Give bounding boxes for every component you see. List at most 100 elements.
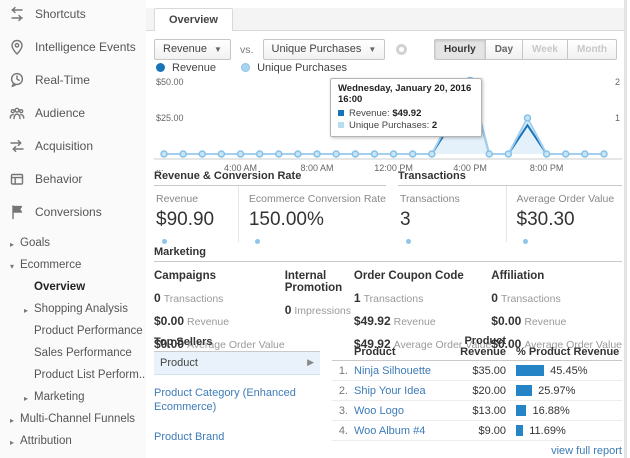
- chevron-right-icon: ▸: [10, 240, 15, 249]
- top-sellers-product-brand-link[interactable]: Product Brand: [154, 431, 225, 443]
- svg-text:8:00 AM: 8:00 AM: [301, 163, 334, 173]
- vs-label: vs.: [240, 43, 254, 56]
- top-sellers-section: Top Sellers Product ▶ Product Category (…: [154, 336, 622, 457]
- product-link[interactable]: Ninja Silhouette: [354, 364, 432, 377]
- sparkline-dot-icon: [406, 239, 411, 244]
- granularity-week-button[interactable]: Week: [522, 39, 568, 60]
- dropdown-caret-icon: ▼: [368, 45, 377, 54]
- top-sellers-product-category-link[interactable]: Product Category (Enhanced Ecommerce): [154, 387, 296, 413]
- sidebar-item-shortcuts[interactable]: Shortcuts: [0, 6, 146, 22]
- legend-item-revenue[interactable]: Revenue: [156, 62, 216, 74]
- timeseries-chart[interactable]: $50.00 $25.00 2 1 4:00 AM 8:00 AM 12:00 PM 4:00…: [154, 76, 622, 176]
- sidebar-item-marketing[interactable]: ▸ Marketing: [24, 391, 85, 403]
- intelligence-events-icon: [9, 39, 25, 55]
- report-content: Overview Revenue ▼ vs. Unique Purchases ▼ …: [146, 0, 627, 458]
- sidebar-item-behavior[interactable]: Behavior: [0, 171, 146, 187]
- sidebar-item-conversions[interactable]: Conversions: [0, 204, 146, 220]
- marketing-col-internal-promotion: Internal Promotion 0 Impressions: [284, 270, 351, 317]
- section-title: Top Sellers: [154, 336, 320, 352]
- section-title: Transactions: [398, 170, 622, 186]
- table-row: 3. Woo Logo $13.00 16.88%: [332, 401, 622, 421]
- metric-value: 3: [400, 209, 411, 230]
- sidebar-item-product-performance[interactable]: Product Performance: [34, 325, 143, 337]
- chevron-right-icon: ▸: [10, 438, 15, 447]
- tooltip-row-unique-purchases: Unique Purchases: 2: [338, 120, 474, 131]
- chevron-right-icon: ▸: [10, 416, 15, 425]
- revenue-marker-icon: [338, 110, 344, 116]
- top-sellers-panel: Top Sellers Product ▶ Product Category (…: [154, 336, 320, 457]
- tab-overview[interactable]: Overview: [154, 8, 233, 31]
- dropdown-caret-icon: ▼: [214, 45, 222, 54]
- revenue-bar: [516, 365, 545, 376]
- transactions-group: Transactions Transactions 3 Average Orde…: [398, 170, 623, 244]
- sidebar-item-audience[interactable]: Audience: [0, 105, 146, 121]
- svg-text:$25.00: $25.00: [156, 113, 184, 123]
- metric-value: $90.90: [156, 209, 215, 230]
- metric-value: 150.00%: [248, 209, 324, 230]
- sparkline-dot-icon: [162, 239, 167, 244]
- col-header-product: Product: [354, 346, 396, 358]
- sidebar-item-acquisition[interactable]: Acquisition: [0, 138, 146, 154]
- product-table: Product Product Revenue % Product Revenu…: [332, 336, 622, 457]
- sidebar-item-ecommerce[interactable]: ▾ Ecommerce: [10, 259, 82, 271]
- chevron-right-icon: ▸: [24, 306, 29, 315]
- revenue-bar: [516, 385, 533, 396]
- table-row: 1. Ninja Silhouette $35.00 45.45%: [332, 361, 622, 381]
- sidebar-item-shopping-analysis[interactable]: ▸ Shopping Analysis: [24, 303, 128, 315]
- chevron-right-icon: ▶: [307, 357, 314, 367]
- product-link[interactable]: Ship Your Idea: [354, 384, 426, 397]
- top-sellers-product-item[interactable]: Product ▶: [154, 352, 320, 375]
- metric-card-revenue: Revenue $90.90: [154, 186, 238, 244]
- sidebar-item-real-time[interactable]: Real-Time: [0, 72, 146, 88]
- chart-controls: Revenue ▼ vs. Unique Purchases ▼ Hourly Day…: [154, 39, 617, 61]
- col-header-pct-product-revenue: % Product Revenue: [516, 346, 620, 358]
- granularity-month-button[interactable]: Month: [567, 39, 617, 60]
- product-link[interactable]: Woo Album #4: [354, 424, 426, 437]
- revenue-bar: [516, 425, 524, 436]
- marketing-col-campaigns: Campaigns 0 Transactions $0.00 Revenue $0.…: [154, 270, 285, 351]
- svg-text:...: ...: [156, 163, 164, 173]
- sidebar-item-multi-channel-funnels[interactable]: ▸ Multi-Channel Funnels: [10, 413, 136, 425]
- metric-card-average-order-value: Average Order Value $30.30: [505, 186, 623, 244]
- svg-text:4:00 PM: 4:00 PM: [453, 163, 487, 173]
- scorecard-section: Revenue & Conversion Rate Revenue $90.90…: [154, 170, 623, 244]
- revenue-bar: [516, 405, 527, 416]
- sidebar-item-intelligence-events[interactable]: Intelligence Events: [0, 39, 146, 55]
- metric-card-ecommerce-conversion-rate: Ecommerce Conversion Rate 150.00%: [237, 186, 386, 244]
- view-full-report-link[interactable]: view full report: [551, 445, 622, 457]
- audience-icon: [9, 105, 25, 121]
- product-link[interactable]: Woo Logo: [354, 404, 404, 417]
- primary-metric-dropdown[interactable]: Revenue ▼: [154, 39, 231, 60]
- sidebar-item-sales-performance[interactable]: Sales Performance: [34, 347, 132, 359]
- svg-text:2: 2: [615, 77, 620, 87]
- table-row: 4. Woo Album #4 $9.00 11.69%: [332, 421, 622, 441]
- sidebar: Shortcuts Intelligence Events Real-Time …: [0, 0, 149, 458]
- secondary-metric-dropdown[interactable]: Unique Purchases ▼: [262, 39, 386, 60]
- metric-help-icon[interactable]: [396, 44, 408, 55]
- granularity-day-button[interactable]: Day: [484, 39, 524, 60]
- sidebar-item-goals[interactable]: ▸ Goals: [10, 237, 51, 249]
- chevron-right-icon: ▸: [24, 394, 29, 403]
- behavior-icon: [9, 171, 25, 187]
- shortcuts-icon: [9, 6, 25, 22]
- sidebar-item-attribution[interactable]: ▸ Attribution: [10, 435, 72, 447]
- chart-plot-area[interactable]: $50.00 $25.00 2 1 4:00 AM 8:00 AM 12:00 PM 4:00…: [154, 76, 622, 176]
- scrollbar-track[interactable]: [624, 0, 627, 458]
- legend-item-unique-purchases[interactable]: Unique Purchases: [241, 62, 347, 74]
- granularity-hourly-button[interactable]: Hourly: [434, 39, 486, 60]
- granularity-buttons: Hourly Day Week Month: [434, 39, 617, 60]
- col-header-product-revenue: Product Revenue: [460, 335, 506, 358]
- metric-card-transactions: Transactions 3: [398, 186, 506, 244]
- chevron-down-icon: ▾: [10, 262, 15, 271]
- tooltip-row-revenue: Revenue: $49.92: [338, 108, 474, 119]
- metric-value: $30.30: [516, 209, 575, 230]
- real-time-icon: [9, 72, 25, 88]
- conversions-flag-icon: [9, 204, 25, 220]
- section-title: Marketing: [154, 246, 622, 262]
- svg-text:8:00 PM: 8:00 PM: [530, 163, 564, 173]
- svg-text:4:00 AM: 4:00 AM: [224, 163, 257, 173]
- sidebar-item-product-list-performance[interactable]: Product List Perform...: [34, 369, 149, 381]
- sparkline-dot-icon: [522, 239, 528, 244]
- product-table-header: Product Product Revenue % Product Revenu…: [332, 336, 622, 361]
- sidebar-item-ecommerce-overview[interactable]: Overview: [34, 281, 86, 293]
